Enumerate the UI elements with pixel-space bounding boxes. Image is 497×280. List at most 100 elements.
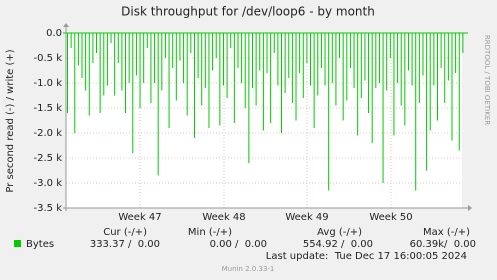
bar — [320, 33, 322, 68]
legend-header: Avg (-/+) — [317, 227, 362, 238]
bar — [237, 33, 239, 68]
bar — [346, 33, 348, 101]
legend-value: 60.39k/ 0.00 — [410, 239, 476, 250]
bar — [353, 33, 355, 88]
bar — [255, 33, 257, 106]
bar — [146, 33, 148, 48]
bar — [168, 33, 170, 128]
bar — [222, 33, 224, 86]
bar — [183, 33, 185, 83]
bar — [313, 33, 315, 128]
bar — [85, 33, 87, 91]
legend-value: 554.92 / 0.00 — [303, 239, 373, 250]
y-tick-label: -0.5 k — [34, 53, 63, 64]
bar — [270, 33, 272, 123]
y-tick-label: -1.0 k — [34, 78, 63, 89]
bar — [175, 33, 177, 101]
bar — [360, 33, 362, 98]
y-tick-label: -2.0 k — [34, 128, 63, 139]
bar — [407, 33, 409, 71]
bar — [371, 33, 373, 143]
bar — [88, 33, 90, 116]
bar — [440, 33, 442, 68]
bar — [317, 33, 319, 96]
bar — [125, 33, 127, 113]
bar — [117, 33, 119, 63]
bar — [96, 33, 98, 53]
bar — [295, 33, 297, 121]
bar — [99, 33, 101, 113]
footer: Munin 2.0.33-1 — [222, 265, 275, 273]
bar — [458, 33, 460, 151]
bar — [110, 33, 112, 43]
bar — [92, 33, 94, 63]
bar — [299, 33, 301, 73]
x-tick-label: Week 47 — [118, 212, 161, 223]
bar — [244, 33, 246, 108]
bar — [77, 33, 79, 66]
bar — [193, 33, 195, 138]
bar — [400, 33, 402, 106]
bar — [288, 33, 290, 78]
bar — [121, 33, 123, 91]
bar — [426, 33, 428, 171]
y-axis-label: Pr second read (-) / write (+) — [5, 49, 16, 192]
side-text: RRDTOOL / TOBI OETIKER — [483, 35, 491, 125]
axis-arrow — [63, 23, 69, 27]
bar — [277, 33, 279, 86]
bar — [164, 33, 166, 58]
bar — [226, 33, 228, 98]
bar — [378, 33, 380, 83]
bar — [201, 33, 203, 106]
bar — [106, 33, 108, 86]
bar — [204, 33, 206, 88]
bar — [397, 33, 399, 83]
bar — [212, 33, 214, 71]
bar — [382, 33, 384, 183]
bar — [389, 33, 391, 58]
bar — [186, 33, 188, 116]
bar — [74, 33, 76, 133]
bar — [157, 33, 159, 176]
x-tick-label: Week 48 — [202, 212, 245, 223]
legend-value: 333.37 / 0.00 — [90, 239, 160, 250]
bar — [67, 33, 68, 113]
bar — [143, 33, 145, 83]
plot-area — [66, 33, 462, 208]
last-update: Last update: Tue Dec 17 16:00:05 2024 — [266, 251, 467, 262]
bar — [81, 33, 83, 78]
bar — [233, 33, 235, 123]
bar — [451, 33, 453, 141]
bar — [128, 33, 130, 83]
bar — [139, 33, 141, 108]
legend-name: Bytes — [26, 239, 54, 250]
bar — [404, 33, 406, 126]
bar — [241, 33, 243, 83]
y-tick-label: 0.0 — [46, 28, 62, 39]
bar — [291, 33, 293, 103]
bar — [132, 33, 134, 153]
bar — [179, 33, 181, 61]
bar — [154, 33, 156, 83]
axis-arrow — [468, 205, 472, 211]
bar — [197, 33, 199, 78]
bar — [284, 33, 286, 93]
bar — [248, 33, 250, 163]
legend-header: Cur (-/+) — [103, 227, 147, 238]
bar — [259, 33, 261, 71]
bar — [433, 33, 435, 86]
bar — [328, 33, 330, 191]
bar — [368, 33, 370, 113]
bar — [219, 33, 221, 126]
bar — [310, 33, 312, 86]
bar — [375, 33, 377, 88]
bar — [262, 33, 264, 131]
bar — [447, 33, 449, 81]
x-tick-label: Week 49 — [285, 212, 328, 223]
bar — [114, 33, 116, 96]
bar — [455, 33, 457, 73]
bar — [429, 33, 431, 131]
bar — [436, 33, 438, 121]
bar — [422, 33, 424, 76]
